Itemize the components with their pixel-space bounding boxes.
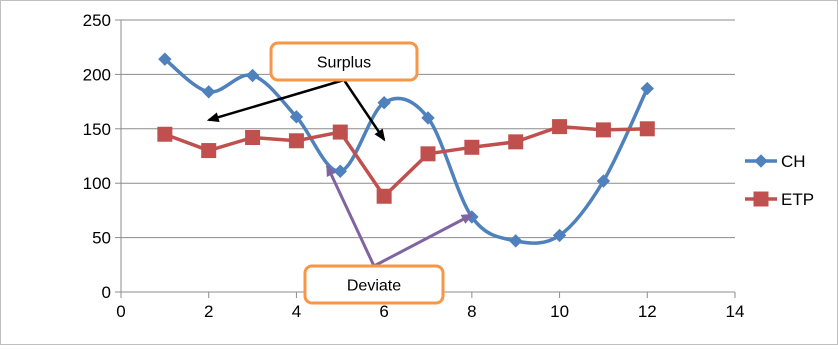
data-point-ch (640, 81, 654, 96)
x-tick-label: 2 (204, 302, 213, 321)
y-tick-label: 250 (83, 11, 111, 30)
data-point-etp (157, 126, 173, 142)
data-point-ch (158, 52, 172, 66)
legend-swatch-marker (753, 191, 769, 207)
x-tick-label: 8 (467, 302, 476, 321)
y-tick-label: 0 (102, 283, 111, 302)
data-point-etp (420, 146, 436, 162)
series-etp (157, 119, 655, 204)
legend-label: CH (781, 152, 806, 171)
annotation-label: Surplus (317, 55, 371, 72)
legend: CH ETP (745, 152, 814, 209)
x-tick-label: 0 (116, 302, 125, 321)
data-point-ch (202, 85, 216, 99)
legend-label: ETP (781, 190, 814, 209)
data-point-etp (288, 133, 304, 149)
data-point-etp (376, 188, 392, 204)
x-tick-label: 4 (292, 302, 301, 321)
x-tick-label: 12 (638, 302, 657, 321)
y-tick-label: 150 (83, 120, 111, 139)
data-point-etp (639, 121, 655, 137)
x-tick-label: 6 (379, 302, 388, 321)
x-tick-label: 14 (726, 302, 745, 321)
data-point-ch (596, 174, 611, 188)
data-point-etp (552, 119, 568, 135)
data-point-etp (508, 134, 524, 150)
annotation-box (303, 264, 445, 305)
series (157, 52, 655, 248)
data-point-ch (552, 228, 567, 243)
data-point-etp (201, 143, 217, 159)
data-point-ch (289, 110, 304, 124)
annotation-arrow (373, 213, 474, 268)
data-point-etp (332, 124, 348, 140)
gridlines (121, 19, 735, 239)
annotation-arrow (206, 78, 345, 123)
annotation-arrow (325, 163, 376, 267)
data-point-ch (245, 68, 260, 83)
legend-item-ch: CH (745, 152, 806, 171)
annotation-label: Deviate (347, 278, 401, 295)
annotations: Surplus Deviate (206, 41, 474, 305)
data-point-etp (245, 130, 261, 146)
annotation-box (269, 41, 419, 82)
series-line-ch (163, 57, 650, 245)
annotation-deviate: Deviate (303, 163, 474, 305)
x-tick-label: 10 (550, 302, 569, 321)
y-tick-label: 100 (83, 174, 111, 193)
annotation-surplus: Surplus (206, 41, 419, 142)
data-point-ch (509, 234, 523, 248)
y-tick-label: 200 (83, 65, 111, 84)
series-line-etp (163, 124, 650, 199)
y-tick-label: 50 (92, 229, 111, 248)
annotation-arrow (342, 79, 386, 142)
axes: 0 50 100 150 200 250 0 2 4 6 8 10 12 14 (83, 11, 745, 321)
data-point-etp (595, 122, 611, 138)
legend-swatch-marker (754, 154, 768, 168)
legend-item-etp: ETP (745, 190, 814, 209)
data-point-ch (333, 164, 347, 178)
data-point-etp (464, 139, 480, 155)
data-point-ch (377, 95, 391, 110)
series-ch (158, 52, 654, 248)
data-point-ch (421, 111, 435, 125)
